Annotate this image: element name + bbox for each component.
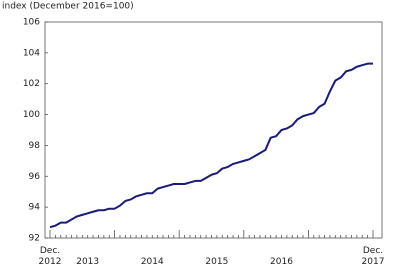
y-axis-title: index (December 2016=100) — [2, 2, 134, 12]
x-tick-label: 2016 — [270, 257, 293, 267]
x-tick-label: 2014 — [140, 257, 164, 267]
y-tick-label: 98 — [29, 141, 41, 151]
x-tick-label: 2013 — [76, 257, 100, 267]
x-tick-label: Dec. 2012 — [38, 246, 62, 267]
data-line — [49, 62, 373, 229]
y-tick-label: 106 — [23, 18, 40, 28]
y-tick-label: 92 — [29, 234, 40, 244]
y-tick-label: 96 — [29, 172, 41, 182]
y-tick-label: 100 — [23, 110, 40, 120]
x-tick-label: Dec. 2017 — [361, 246, 385, 267]
x-tick-label: 2015 — [205, 257, 229, 267]
plot-frame — [44, 21, 383, 239]
y-tick-label: 104 — [23, 48, 40, 58]
y-tick-label: 102 — [23, 79, 40, 89]
y-tick-label: 94 — [29, 203, 41, 213]
